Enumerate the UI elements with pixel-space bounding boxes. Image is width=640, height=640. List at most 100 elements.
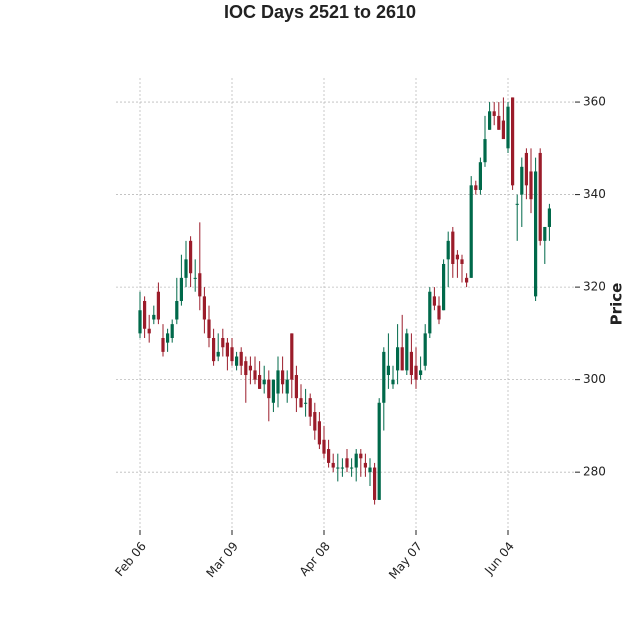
candle-body — [175, 300, 179, 320]
candle-body — [239, 351, 243, 366]
candle-body — [377, 402, 381, 500]
candle-body — [221, 338, 225, 348]
candle-body — [147, 328, 151, 334]
candle-body — [483, 139, 487, 163]
candle-body — [327, 449, 331, 463]
candle-body — [391, 379, 395, 385]
candle-body — [432, 296, 436, 306]
candle-body — [460, 259, 464, 264]
candle-body — [258, 375, 262, 389]
candle-body — [442, 263, 446, 311]
candle-body — [400, 347, 404, 371]
candle-body — [336, 467, 340, 469]
candle-body — [152, 314, 156, 320]
candle-body — [230, 347, 234, 362]
candle-body — [386, 365, 390, 376]
candle-body — [143, 300, 147, 329]
candle-body — [281, 370, 285, 385]
candle-body — [313, 412, 317, 431]
candle-body — [244, 361, 248, 376]
candle-body — [437, 305, 441, 320]
candle-body — [271, 379, 275, 403]
candle-body — [299, 398, 303, 408]
candle-body — [184, 259, 188, 278]
candle-body — [317, 421, 321, 445]
candle-body — [534, 171, 538, 297]
candle-body — [138, 310, 142, 334]
candle-body — [156, 291, 160, 320]
y-axis-label: Price — [608, 283, 626, 326]
candle-body — [285, 379, 289, 394]
candle-body — [294, 375, 298, 399]
candle-body — [345, 458, 349, 468]
candle-body — [529, 171, 533, 200]
candle-body — [212, 338, 216, 362]
candle-body — [193, 277, 197, 279]
candle-body — [161, 338, 165, 352]
candle-body — [373, 467, 377, 500]
candle-body — [511, 97, 515, 186]
candle-body — [405, 333, 409, 371]
candle-body — [179, 277, 183, 301]
candle-body — [359, 453, 363, 459]
candle-body — [235, 356, 239, 366]
candle-body — [543, 226, 547, 241]
candle-body — [396, 347, 400, 371]
candle-body — [262, 379, 266, 385]
y-tick-label: 320 — [583, 280, 606, 294]
candle-body — [488, 111, 492, 130]
candle-body — [520, 166, 524, 195]
y-tick-label: 340 — [583, 187, 606, 201]
candle-body — [202, 296, 206, 320]
candle-body — [451, 231, 455, 264]
candle-body — [501, 120, 505, 140]
candle-body — [253, 370, 257, 380]
candle-body — [497, 115, 501, 130]
candle-body — [547, 208, 551, 227]
candle-body — [478, 162, 482, 190]
candle-body — [304, 402, 308, 404]
candle-body — [170, 324, 174, 339]
candle-body — [322, 439, 326, 454]
y-tick-label: 280 — [583, 465, 606, 479]
x-tick-label: Jun 04 — [481, 539, 517, 578]
candle-body — [409, 351, 413, 376]
candle-body — [515, 203, 519, 205]
candle-body — [428, 291, 432, 334]
candle-body — [207, 319, 211, 339]
candle-body — [216, 351, 220, 357]
candle-body — [538, 152, 542, 241]
candle-body — [290, 333, 294, 380]
candle-body — [455, 254, 459, 260]
candle-body — [368, 467, 372, 473]
candle-body — [198, 273, 202, 297]
y-tick-label: 300 — [583, 372, 606, 386]
candle-body — [189, 240, 193, 274]
candle-body — [308, 398, 312, 417]
candle-body — [354, 453, 358, 468]
candle-body — [248, 365, 252, 371]
x-tick-label: Feb 06 — [112, 539, 149, 579]
candle-body — [414, 365, 418, 380]
candle-body — [506, 106, 510, 149]
candle-body — [225, 342, 229, 357]
candle-body — [276, 370, 280, 394]
candle-body — [492, 111, 496, 116]
candle-body — [446, 240, 450, 260]
candle-body — [363, 462, 367, 468]
candle-body — [350, 467, 354, 469]
x-tick-label: Mar 09 — [203, 539, 241, 580]
y-tick-label: 360 — [583, 95, 606, 109]
candle-body — [166, 333, 170, 343]
candle-body — [524, 152, 528, 186]
x-tick-label: Apr 08 — [297, 539, 333, 579]
candle-body — [469, 185, 473, 278]
candle-body — [423, 333, 427, 366]
candle-body — [340, 467, 344, 469]
candle-body — [465, 277, 469, 283]
x-tick-label: May 07 — [386, 539, 425, 582]
candle-body — [474, 185, 478, 190]
candle-body — [331, 462, 335, 468]
candle-body — [382, 351, 386, 403]
